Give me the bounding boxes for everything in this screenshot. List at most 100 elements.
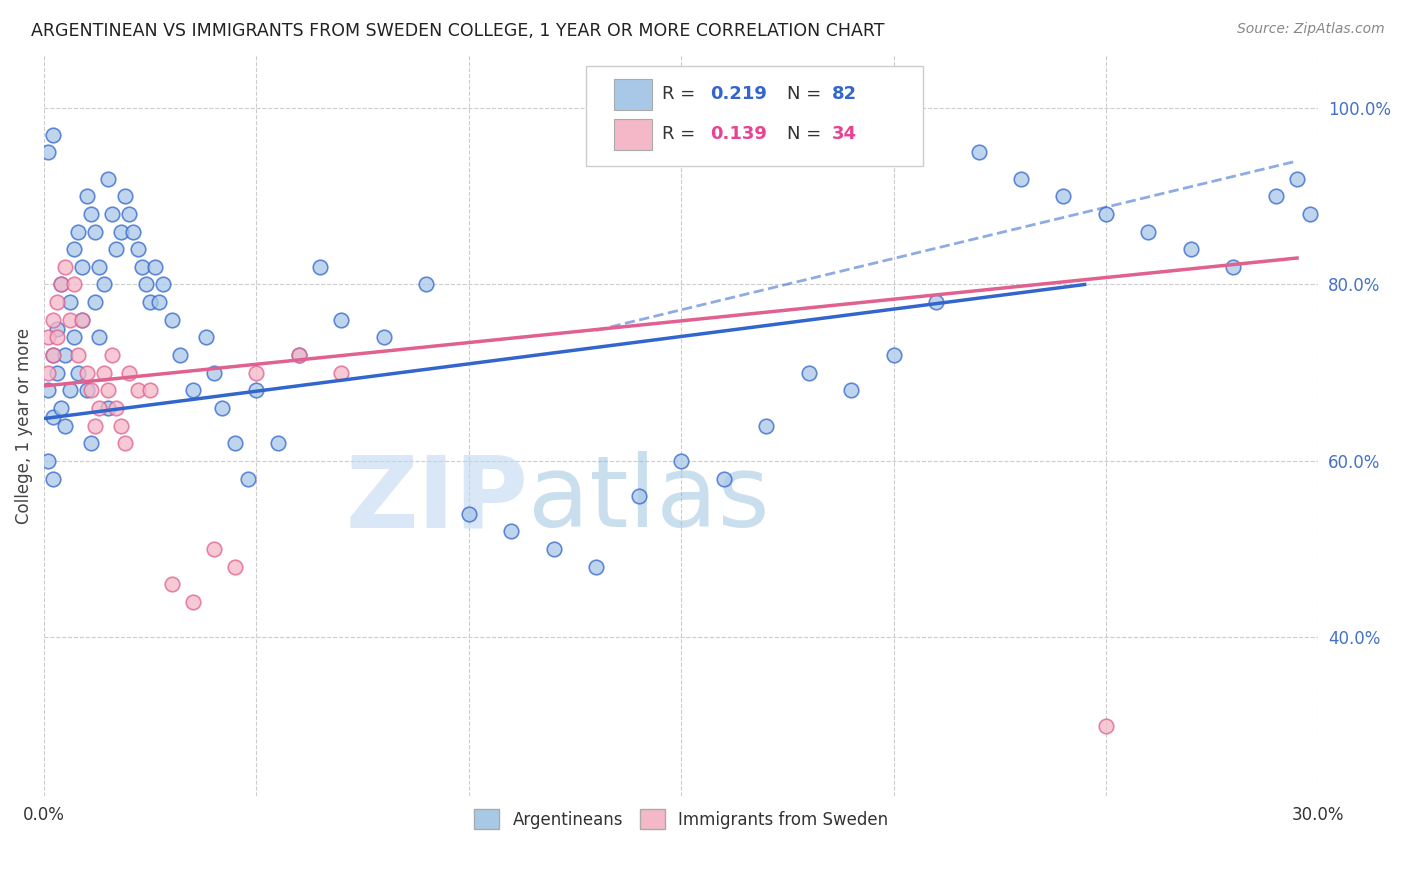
Point — [967, 145, 990, 160]
Point — [53, 260, 76, 274]
Point — [127, 242, 149, 256]
Point — [45, 330, 67, 344]
Point — [80, 436, 103, 450]
Point — [755, 418, 778, 433]
Point — [585, 101, 607, 115]
Point — [37, 330, 59, 344]
Point — [267, 436, 290, 450]
Point — [122, 225, 145, 239]
Point — [415, 277, 437, 292]
Point — [330, 366, 353, 380]
Point — [84, 418, 107, 433]
Point — [37, 384, 59, 398]
Point — [1180, 242, 1202, 256]
Point — [1222, 260, 1244, 274]
Point — [713, 471, 735, 485]
Point — [1095, 718, 1118, 732]
Point — [97, 171, 120, 186]
Point — [160, 312, 183, 326]
Point — [63, 330, 86, 344]
Point — [101, 207, 124, 221]
Point — [49, 401, 72, 415]
Point — [89, 401, 111, 415]
Point — [373, 330, 395, 344]
Point — [45, 295, 67, 310]
Point — [139, 384, 162, 398]
Point — [89, 330, 111, 344]
Text: R =: R = — [662, 86, 702, 103]
Text: 82: 82 — [831, 86, 856, 103]
Point — [797, 366, 820, 380]
Point — [72, 312, 94, 326]
Point — [148, 295, 170, 310]
Point — [202, 542, 225, 557]
Point — [224, 559, 246, 574]
Point — [118, 207, 141, 221]
Point — [53, 418, 76, 433]
Point — [97, 401, 120, 415]
Point — [49, 277, 72, 292]
Point — [1095, 207, 1118, 221]
Point — [63, 277, 86, 292]
Text: N =: N = — [787, 86, 827, 103]
Point — [114, 189, 136, 203]
Point — [211, 401, 233, 415]
Point — [543, 542, 565, 557]
Point — [1286, 171, 1309, 186]
Legend: Argentineans, Immigrants from Sweden: Argentineans, Immigrants from Sweden — [468, 802, 894, 836]
Point — [135, 277, 157, 292]
Point — [139, 295, 162, 310]
Point — [143, 260, 166, 274]
FancyBboxPatch shape — [586, 66, 924, 166]
Point — [202, 366, 225, 380]
Text: 0.139: 0.139 — [710, 126, 768, 144]
Point — [585, 559, 607, 574]
Point — [245, 384, 267, 398]
Point — [101, 348, 124, 362]
Point — [41, 409, 63, 424]
Point — [67, 366, 90, 380]
Point — [41, 348, 63, 362]
Point — [169, 348, 191, 362]
Point — [41, 312, 63, 326]
Point — [501, 524, 523, 539]
Point — [72, 312, 94, 326]
Point — [457, 507, 479, 521]
Point — [89, 260, 111, 274]
Point — [627, 489, 650, 503]
Point — [181, 595, 204, 609]
Point — [105, 401, 128, 415]
Point — [58, 384, 80, 398]
Point — [309, 260, 332, 274]
Point — [160, 577, 183, 591]
Point — [194, 330, 217, 344]
Text: R =: R = — [662, 126, 702, 144]
Point — [114, 436, 136, 450]
Point — [49, 277, 72, 292]
Point — [41, 471, 63, 485]
Point — [67, 225, 90, 239]
Point — [1010, 171, 1032, 186]
Point — [839, 384, 862, 398]
Point — [58, 295, 80, 310]
Text: ARGENTINEAN VS IMMIGRANTS FROM SWEDEN COLLEGE, 1 YEAR OR MORE CORRELATION CHART: ARGENTINEAN VS IMMIGRANTS FROM SWEDEN CO… — [31, 22, 884, 40]
Point — [97, 384, 120, 398]
Point — [118, 366, 141, 380]
Point — [84, 295, 107, 310]
Point — [45, 321, 67, 335]
Point — [63, 242, 86, 256]
Text: ZIP: ZIP — [346, 451, 529, 549]
Text: Source: ZipAtlas.com: Source: ZipAtlas.com — [1237, 22, 1385, 37]
Point — [883, 348, 905, 362]
Text: N =: N = — [787, 126, 827, 144]
Point — [105, 242, 128, 256]
Point — [72, 260, 94, 274]
Point — [80, 384, 103, 398]
Point — [288, 348, 311, 362]
Point — [76, 366, 98, 380]
Point — [67, 348, 90, 362]
Point — [131, 260, 153, 274]
Point — [45, 366, 67, 380]
Point — [37, 145, 59, 160]
Point — [41, 348, 63, 362]
